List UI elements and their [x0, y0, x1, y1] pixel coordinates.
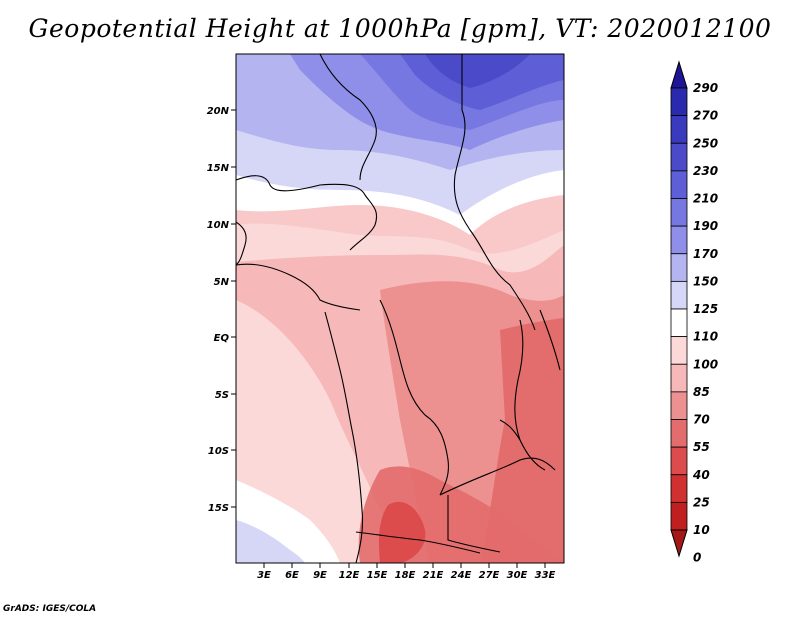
- lat-axis: 20N 15N 10N 5N EQ 5S 10S 15S: [207, 106, 236, 514]
- colorbar: 2902702502302101901701501251101008570554…: [670, 60, 718, 565]
- lon-tick: 3E: [257, 563, 271, 581]
- lon-tick-label: 3E: [257, 570, 271, 581]
- colorbar-segment: [670, 142, 688, 172]
- lon-tick: 18E: [395, 563, 416, 581]
- colorbar-label: 100: [693, 357, 718, 371]
- colorbar-segment: [670, 115, 688, 144]
- lon-tick: 12E: [339, 563, 360, 581]
- colorbar-label: 290: [693, 81, 718, 95]
- colorbar-label: 10: [693, 523, 710, 537]
- lon-tick-label: 30E: [507, 570, 528, 581]
- colorbar-segment: [670, 170, 688, 199]
- colorbar-label: 125: [693, 302, 718, 316]
- colorbar-segment: [670, 391, 688, 420]
- lon-tick-label: 33E: [535, 570, 556, 581]
- colorbar-segment: [670, 474, 688, 503]
- colorbar-label: 85: [693, 385, 710, 399]
- political-boundaries: [236, 54, 561, 563]
- colorbar-segment: [670, 87, 688, 117]
- lon-axis: 3E 6E 9E 12E 15E 18E 21E 24E 27E 30E 33E: [257, 563, 556, 581]
- lat-tick-label: 10S: [208, 446, 229, 457]
- colorbar-segment: [670, 501, 688, 531]
- colorbar-label: 55: [693, 440, 710, 454]
- lon-tick: 30E: [507, 563, 528, 581]
- lon-tick: 15E: [367, 563, 388, 581]
- lat-tick-label: 10N: [207, 220, 230, 231]
- colorbar-label: 230: [693, 164, 718, 178]
- colorbar-top-arrow: [670, 60, 688, 89]
- plot-title: Geopotential Height at 1000hPa [gpm], VT…: [28, 14, 772, 43]
- lon-tick: 24E: [451, 563, 472, 581]
- lat-tick: 15S: [208, 503, 236, 514]
- lon-tick: 27E: [479, 563, 500, 581]
- lon-tick-label: 6E: [285, 570, 299, 581]
- lat-tick-label: EQ: [214, 333, 230, 344]
- lon-tick-label: 15E: [367, 570, 388, 581]
- colorbar-label: 210: [693, 192, 718, 206]
- lon-tick: 6E: [285, 563, 299, 581]
- colorbar-bottom-arrow: [670, 529, 688, 558]
- colorbar-segment: [670, 280, 688, 310]
- colorbar-segment: [670, 253, 688, 282]
- lat-tick: 15N: [207, 163, 236, 174]
- lon-tick-label: 24E: [451, 570, 472, 581]
- lat-tick: EQ: [214, 333, 236, 344]
- colorbar-segment: [670, 336, 688, 365]
- lat-tick: 20N: [207, 106, 236, 117]
- colorbar-segment: [670, 363, 688, 393]
- lon-tick: 9E: [313, 563, 327, 581]
- colorbar-label: 25: [693, 495, 710, 509]
- grads-credit: GrADS: IGES/COLA: [3, 604, 97, 614]
- lon-tick-label: 27E: [479, 570, 500, 581]
- lat-tick-label: 15N: [207, 163, 230, 174]
- contour-fill: [236, 54, 564, 563]
- lat-tick-label: 15S: [208, 503, 229, 514]
- colorbar-label: 70: [693, 413, 710, 427]
- lat-tick: 10N: [207, 220, 236, 231]
- colorbar-segment: [670, 225, 688, 255]
- colorbar-segment: [670, 446, 688, 476]
- colorbar-label: 270: [693, 109, 718, 123]
- lon-tick-label: 12E: [339, 570, 360, 581]
- lon-tick-label: 9E: [313, 570, 327, 581]
- lat-tick-label: 20N: [207, 106, 230, 117]
- colorbar-label: 40: [692, 468, 710, 482]
- colorbar-label: 190: [693, 219, 718, 233]
- lon-tick: 33E: [535, 563, 556, 581]
- lon-tick-label: 18E: [395, 570, 416, 581]
- lon-tick: 21E: [423, 563, 444, 581]
- colorbar-label: 150: [693, 274, 718, 288]
- lat-tick: 5N: [214, 277, 236, 288]
- colorbar-segment: [670, 198, 688, 227]
- colorbar-label: 250: [693, 136, 718, 150]
- colorbar-label: 0: [693, 551, 701, 565]
- lat-tick: 5S: [215, 390, 236, 401]
- colorbar-label: 110: [693, 330, 718, 344]
- lon-tick-label: 21E: [423, 570, 444, 581]
- lat-tick-label: 5S: [215, 390, 229, 401]
- colorbar-segment: [670, 419, 688, 448]
- lat-tick-label: 5N: [214, 277, 230, 288]
- map-frame: [235, 53, 565, 564]
- lat-tick: 10S: [208, 446, 236, 457]
- colorbar-label: 170: [693, 247, 718, 261]
- colorbar-segment: [670, 308, 688, 338]
